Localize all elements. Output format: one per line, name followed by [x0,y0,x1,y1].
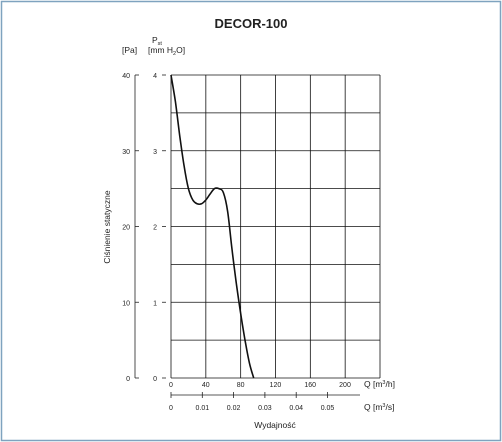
y-mm-tick-label: 0 [153,376,157,383]
chart-title: DECOR-100 [215,16,288,31]
x-m3h-label: Q [m3/h] [364,379,395,389]
x-m3h-tick-label: 0 [169,382,173,389]
x-m3s-tick-label: 0.04 [289,405,303,412]
y-pa-tick-label: 40 [122,73,130,80]
x-m3h-tick-label: 80 [237,382,245,389]
x-m3s-label: Q [m3/s] [364,402,394,412]
y-axes: 0 10 20 30 40 0 1 2 3 4 [122,73,166,383]
y-pa-tick-label: 10 [122,300,130,307]
y-pa-tick-label: 0 [126,376,130,383]
y-pa-tick-label: 30 [122,149,130,156]
y-mm-tick-label: 4 [153,73,157,80]
x-m3h-tick-label: 40 [202,382,210,389]
x-m3s-tick-label: 0.03 [258,405,272,412]
y-pa-tick-label: 20 [122,225,130,232]
y-mm-symbol: Pst [152,35,162,47]
x-axes: 0 40 80 120 160 200 0 0.01 0.02 0.03 0.04 0.05 [169,382,360,412]
chart-grid [170,74,381,379]
x-m3h-tick-label: 120 [270,382,282,389]
x-m3s-tick-label: 0.05 [321,405,335,412]
y-mm-tick-label: 1 [153,300,157,307]
y-axis-label: Ciśnienie statyczne [102,190,112,264]
series-line [170,74,255,379]
y-mm-unit: [mm H2O] [148,45,185,57]
y-pa-unit: [Pa] [122,45,137,55]
x-m3s-tick-label: 0.02 [227,405,241,412]
y-mm-tick-label: 2 [153,225,157,232]
x-m3h-tick-label: 200 [339,382,351,389]
x-axis-label: Wydajność [254,420,296,430]
y-mm-tick-label: 3 [153,149,157,156]
x-m3h-tick-label: 160 [304,382,316,389]
x-m3s-tick-label: 0 [169,405,173,412]
x-m3s-tick-label: 0.01 [195,405,209,412]
